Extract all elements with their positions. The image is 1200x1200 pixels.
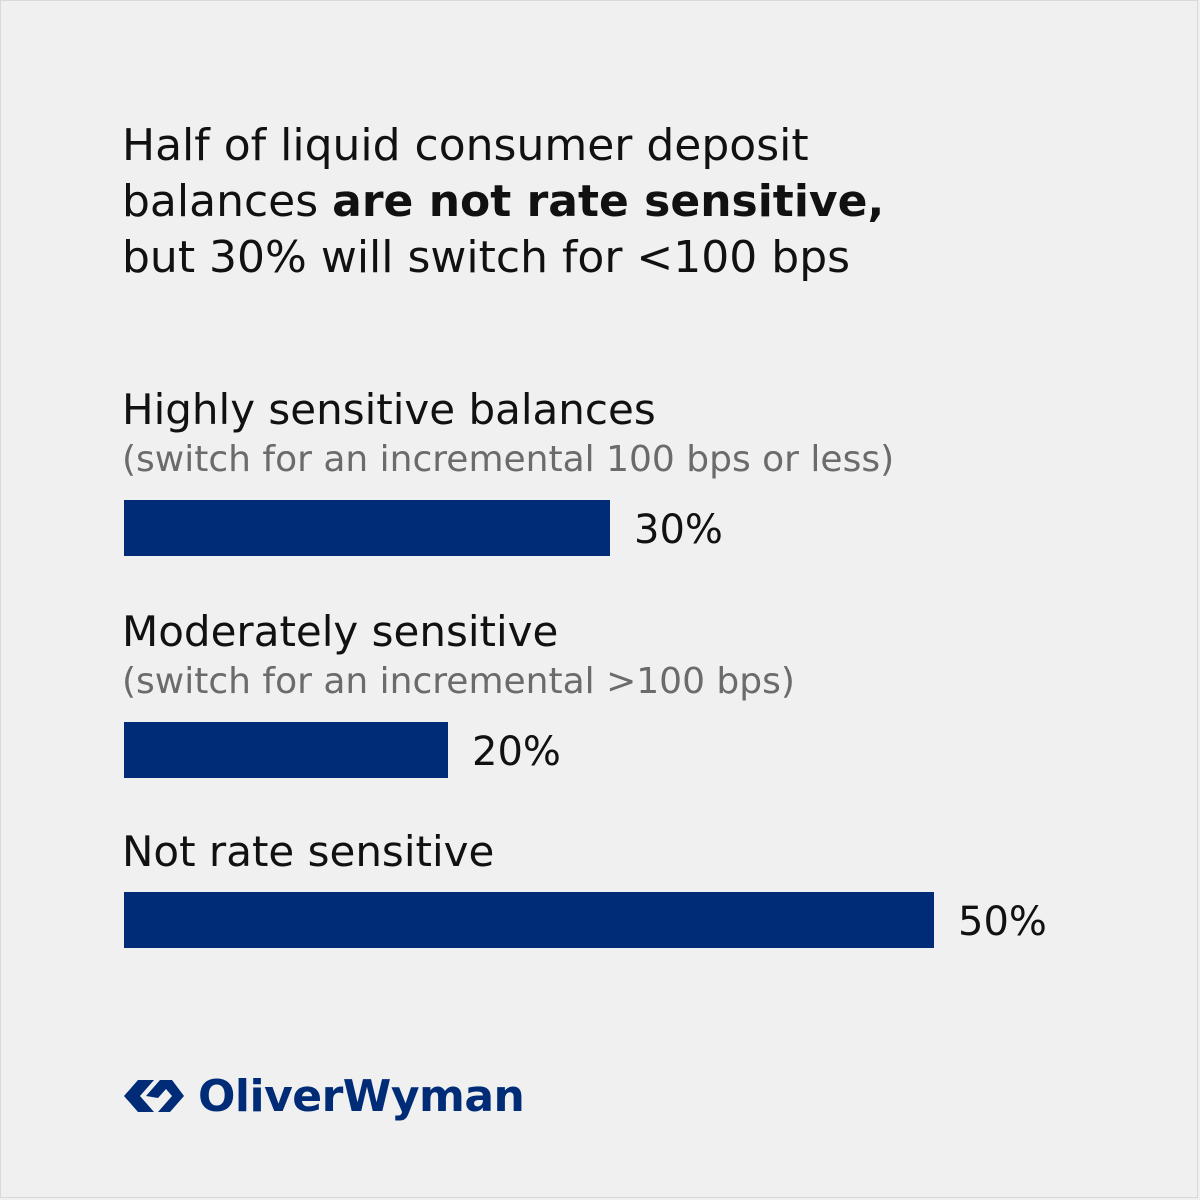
title-line-2-prefix: balances: [122, 176, 333, 227]
bar-row: 50%: [122, 892, 1047, 948]
category-sublabel: (switch for an incremental 100 bps or le…: [122, 439, 895, 480]
bar-group-not-rate-sensitive: Not rate sensitive 50%: [122, 826, 1047, 948]
value-label: 30%: [634, 507, 723, 553]
category-label: Not rate sensitive: [122, 827, 495, 876]
bar-not-rate-sensitive: [124, 892, 934, 948]
title-line-3: but 30% will switch for <100 bps: [122, 232, 851, 283]
category-sublabel: (switch for an incremental >100 bps): [122, 661, 795, 702]
bar-highly-sensitive: [124, 500, 610, 556]
title-line-2: balances are not rate sensitive,: [122, 174, 1082, 230]
bar-row: 30%: [122, 500, 894, 556]
bar-moderately-sensitive: [124, 722, 448, 778]
logo-text: OliverWyman: [198, 1070, 525, 1122]
category-label: Highly sensitive balances: [122, 385, 656, 434]
category-label: Moderately sensitive: [122, 607, 559, 656]
title-line-2-bold: are not rate sensitive,: [332, 176, 885, 227]
oliver-wyman-logo: OliverWyman: [122, 1066, 525, 1126]
bar-row: 20%: [122, 722, 795, 778]
oliver-wyman-logo-icon: [124, 1080, 184, 1112]
value-label: 50%: [958, 899, 1047, 945]
value-label: 20%: [472, 729, 561, 775]
bar-group-moderately-sensitive: Moderately sensitive (switch for an incr…: [122, 606, 795, 778]
bar-group-highly-sensitive: Highly sensitive balances (switch for an…: [122, 384, 894, 556]
chart-title: Half of liquid consumer deposit balances…: [122, 118, 1082, 286]
title-line-1: Half of liquid consumer deposit: [122, 120, 809, 171]
